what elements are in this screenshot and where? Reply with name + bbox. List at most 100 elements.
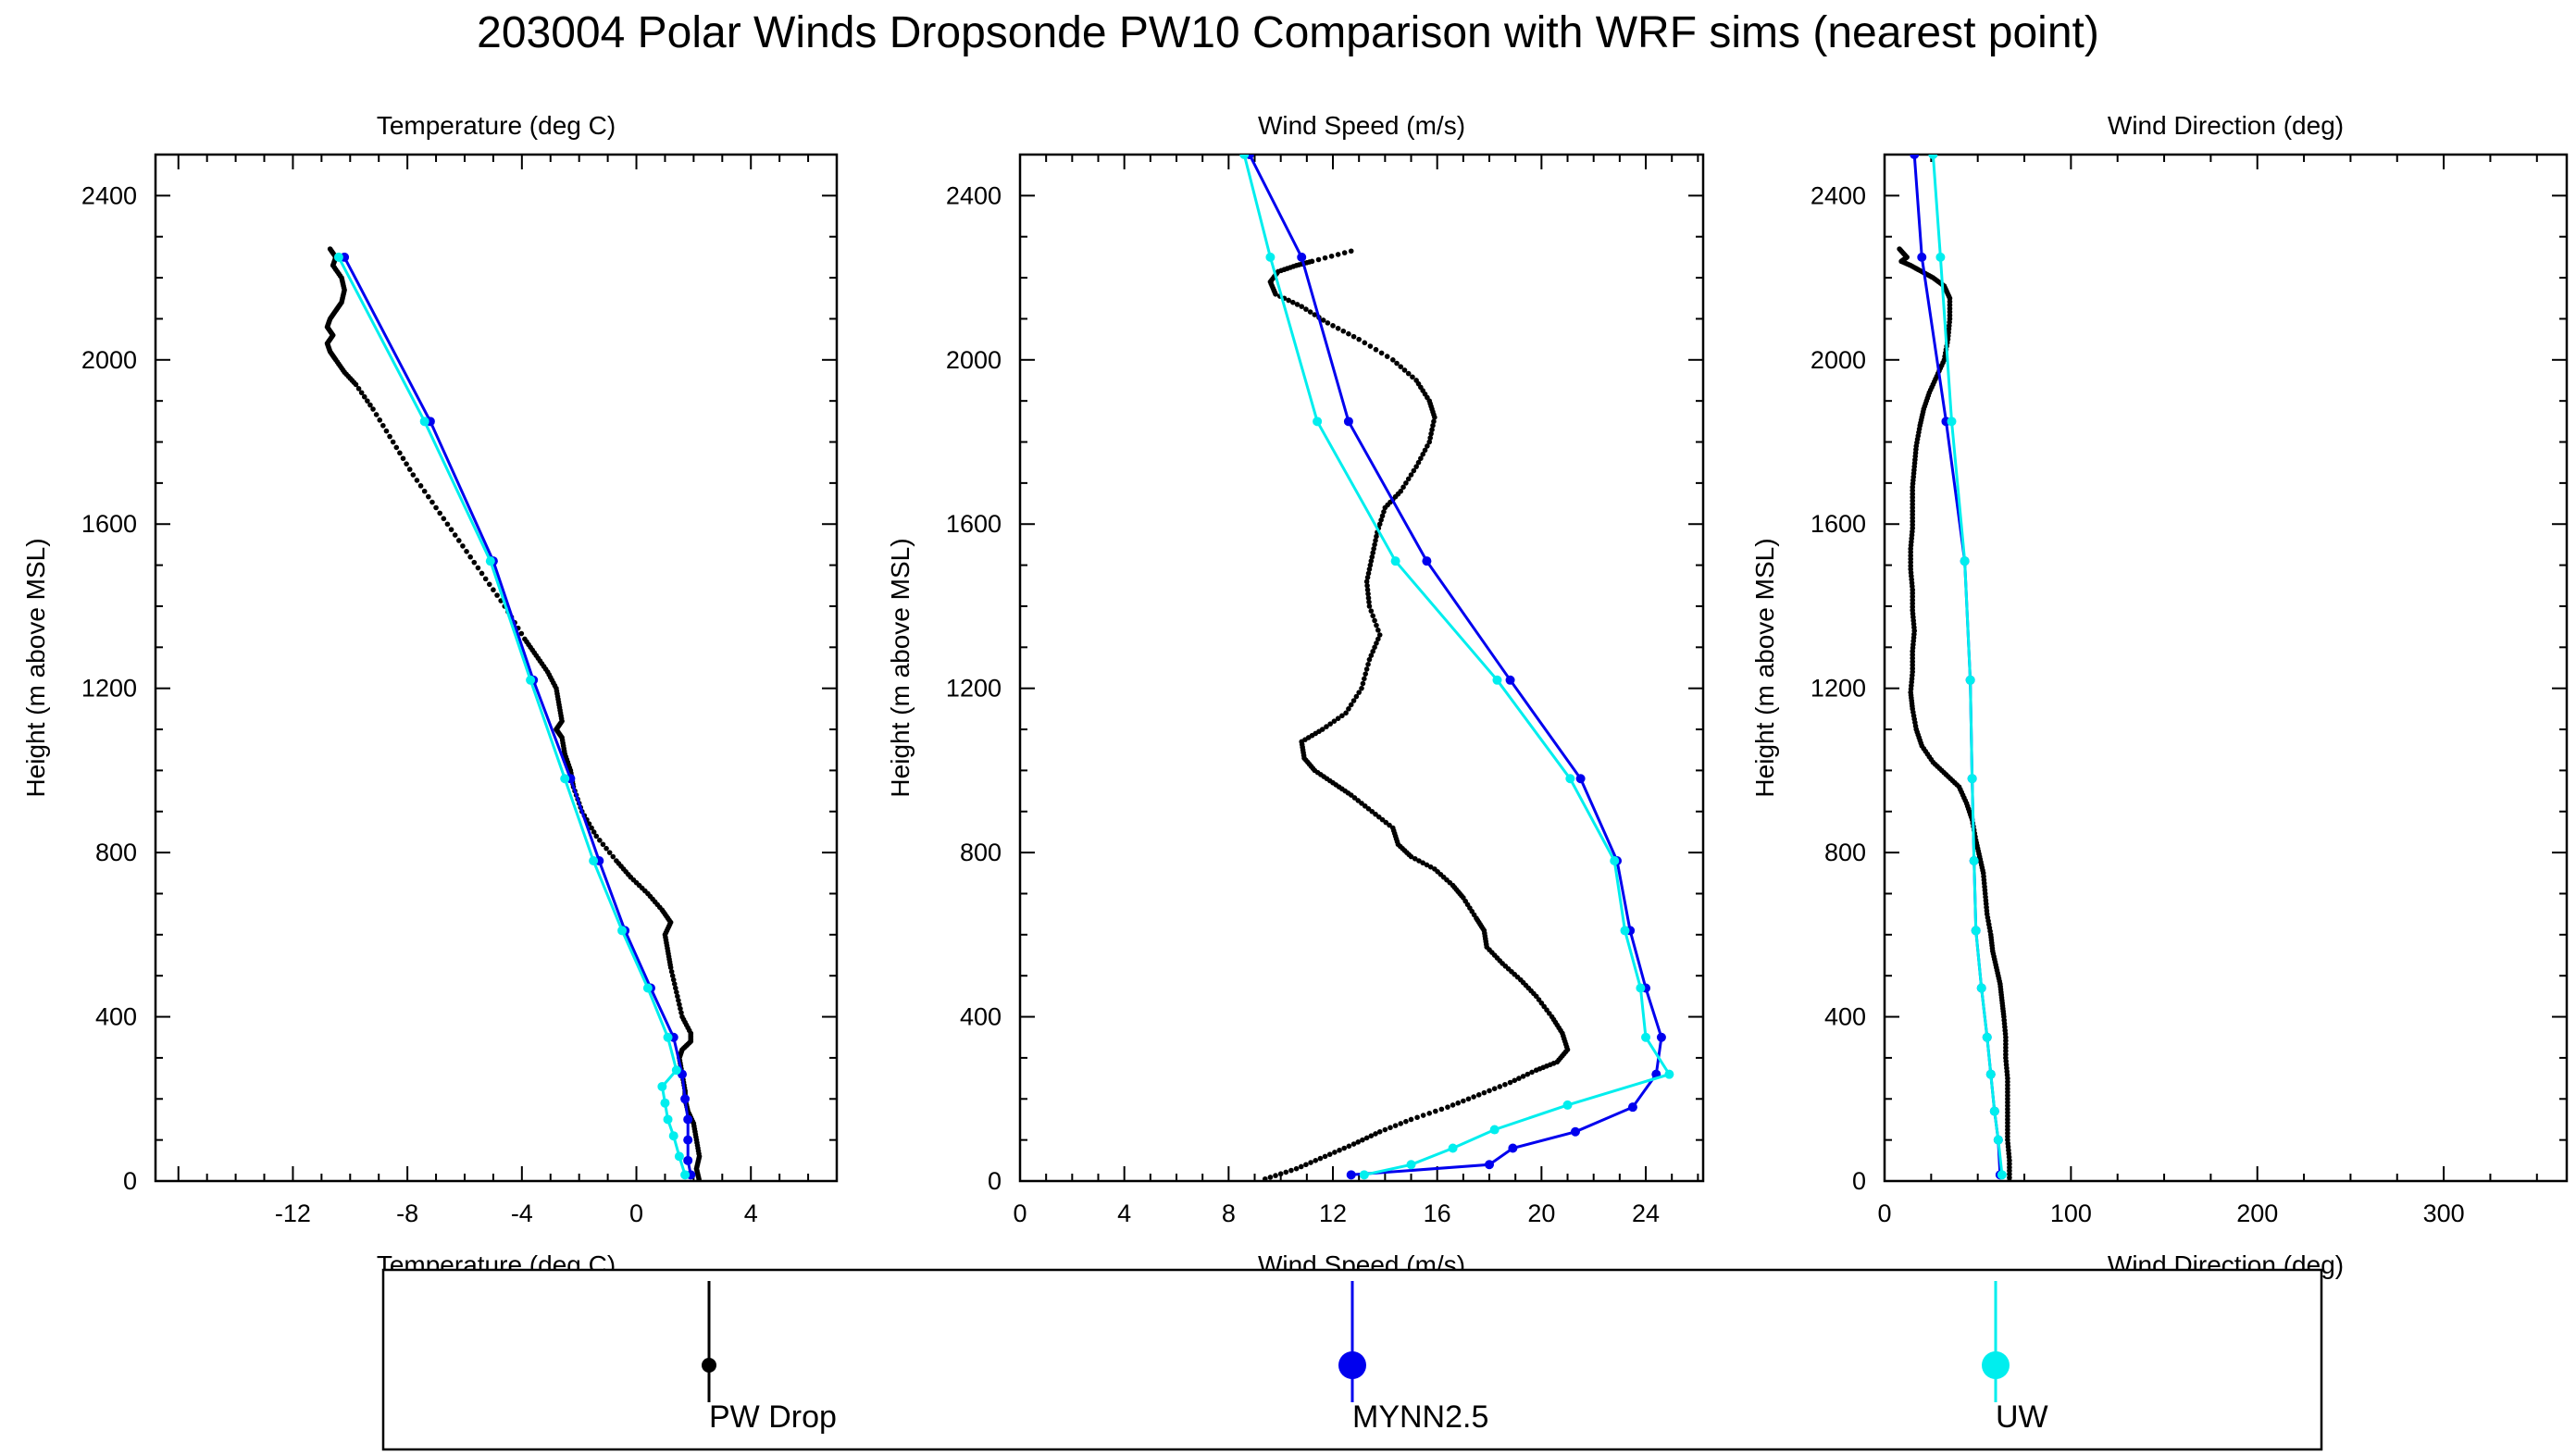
data-point: [1641, 1032, 1651, 1042]
data-point: [1328, 253, 1335, 259]
data-point: [1408, 853, 1414, 860]
data-point: [437, 510, 442, 516]
data-point: [1384, 354, 1390, 359]
data-point: [1372, 644, 1377, 651]
data-point: [1273, 292, 1278, 297]
data-point: [1288, 1167, 1294, 1174]
data-point: [1960, 556, 1970, 566]
data-point: [606, 850, 613, 855]
data-point: [663, 1114, 673, 1125]
data-point: [683, 1114, 693, 1125]
data-point: [1989, 1106, 1999, 1116]
data-point: [1362, 340, 1368, 346]
data-point: [1368, 1133, 1375, 1139]
data-point: [2007, 1178, 2012, 1181]
data-point: [680, 1094, 691, 1104]
data-point: [1350, 1141, 1357, 1147]
data-point: [1368, 608, 1375, 614]
data-point: [1985, 1069, 1996, 1079]
data-point: [1343, 417, 1353, 427]
data-point: [1378, 517, 1384, 523]
data-point: [1475, 1092, 1482, 1098]
legend-label: MYNN2.5: [1352, 1399, 1488, 1435]
data-point: [1331, 718, 1338, 724]
data-point: [390, 439, 396, 445]
y-tick-label: 800: [95, 839, 137, 866]
data-point: [491, 587, 496, 593]
series-mynn2-5: [1244, 155, 1666, 1180]
data-point: [1471, 1094, 1476, 1100]
data-point: [1322, 255, 1328, 261]
data-point: [400, 455, 406, 462]
data-point: [1428, 430, 1434, 437]
data-point: [1382, 504, 1388, 511]
data-point: [1427, 435, 1433, 441]
data-point: [1366, 566, 1373, 572]
x-tick-label: 4: [744, 1200, 758, 1227]
data-point: [1320, 317, 1326, 323]
data-point: [1969, 855, 1979, 865]
data-point: [1507, 1079, 1513, 1086]
x-tick-label: 0: [629, 1200, 643, 1227]
data-point: [1335, 325, 1341, 331]
data-point: [1965, 675, 1975, 685]
data-point: [1297, 252, 1307, 262]
data-point: [421, 488, 428, 494]
data-point: [1455, 1100, 1462, 1106]
data-point: [1562, 1100, 1573, 1110]
y-tick-label: 400: [95, 1003, 137, 1031]
data-point: [680, 1170, 691, 1180]
data-point: [1359, 685, 1364, 691]
data-point: [1967, 774, 1977, 784]
data-point: [667, 964, 674, 971]
legend-entry-uw: UW: [1982, 1281, 2048, 1435]
data-point: [669, 973, 676, 978]
data-point: [1355, 1139, 1362, 1145]
y-tick-label: 1600: [81, 510, 137, 538]
data-point: [1343, 710, 1349, 716]
data-point: [617, 926, 628, 936]
data-point: [1290, 299, 1296, 305]
data-point: [1366, 603, 1373, 609]
data-point: [1491, 1086, 1498, 1091]
data-point: [1450, 1102, 1456, 1108]
legend-label: UW: [1996, 1399, 2048, 1435]
data-point: [455, 538, 462, 543]
data-point: [1390, 357, 1396, 363]
data-point: [1322, 1153, 1328, 1160]
data-point: [1928, 155, 1938, 159]
y-tick-label: 2000: [946, 346, 1002, 374]
data-point: [1335, 252, 1341, 257]
data-point: [610, 853, 616, 860]
data-point: [1298, 1163, 1304, 1170]
data-point: [1432, 415, 1437, 420]
data-point: [387, 433, 392, 440]
data-point: [370, 406, 376, 412]
data-point: [1422, 556, 1432, 566]
data-point: [1512, 1077, 1518, 1084]
data-point: [1408, 472, 1414, 478]
y-tick-label: 1600: [946, 510, 1002, 538]
data-point: [1370, 550, 1376, 556]
x-tick-label: 200: [2236, 1200, 2278, 1227]
data-point: [1403, 480, 1409, 486]
data-point: [660, 1098, 670, 1108]
data-point: [1317, 1155, 1324, 1162]
data-point: [475, 565, 481, 571]
series-uw: [333, 252, 691, 1180]
data-point: [1363, 666, 1370, 672]
data-point: [1492, 675, 1502, 685]
data-point: [1433, 1108, 1438, 1114]
data-point: [464, 549, 469, 554]
data-point: [1375, 628, 1381, 633]
x-tick-label: 12: [1319, 1200, 1347, 1227]
data-point: [365, 398, 370, 404]
data-point: [1516, 1076, 1522, 1081]
x-tick-label: 8: [1222, 1200, 1236, 1227]
y-tick-label: 0: [123, 1167, 137, 1195]
data-point: [1997, 1170, 2007, 1180]
data-point: [426, 493, 431, 500]
data-point: [597, 838, 603, 843]
data-point: [1373, 1131, 1378, 1137]
series-uw: [1239, 155, 1674, 1180]
